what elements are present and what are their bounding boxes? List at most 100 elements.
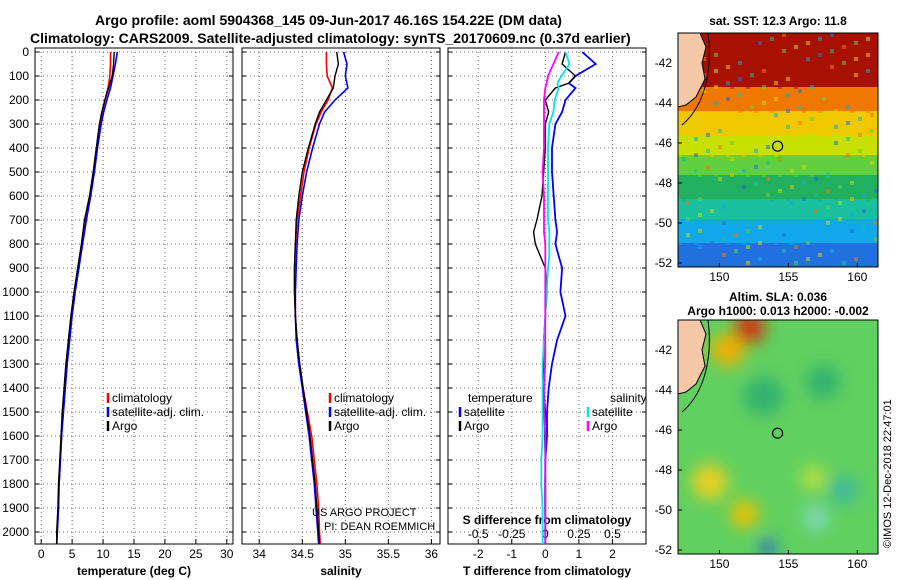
sst-pixel: [766, 161, 770, 165]
sst-pixel: [758, 81, 762, 85]
sst-pixel: [774, 225, 778, 229]
sst-pixel: [790, 201, 794, 205]
sst-pixel: [750, 105, 754, 109]
sst-pixel: [874, 237, 878, 241]
y-tick-label: 1200: [2, 333, 29, 347]
sst-pixel: [858, 45, 862, 49]
sst-pixel: [786, 77, 790, 81]
sst-pixel: [802, 37, 806, 41]
sst-pixel: [770, 37, 774, 41]
sst-pixel: [806, 97, 810, 101]
map-lon-tick-label: 155: [778, 557, 798, 571]
sst-pixel: [698, 245, 702, 249]
sst-pixel: [822, 257, 826, 261]
sst-pixel: [798, 89, 802, 93]
sst-pixel: [858, 133, 862, 137]
series-line-satellite-adj--clim-: [294, 51, 349, 544]
map-lat-tick-label: -46: [655, 423, 673, 437]
sst-pixel: [818, 213, 822, 217]
sst-pixel: [830, 137, 834, 141]
sst-pixel: [714, 229, 718, 233]
sst-pixel: [706, 253, 710, 257]
sst-pixel: [766, 193, 770, 197]
sst-map-title: sat. SST: 12.3 Argo: 11.8: [709, 14, 847, 28]
sst-pixel: [778, 157, 782, 161]
sst-pixel: [818, 109, 822, 113]
sst-pixel: [774, 153, 778, 157]
sst-pixel: [850, 181, 854, 185]
sst-pixel: [718, 145, 722, 149]
sst-pixel: [782, 89, 786, 93]
sst-pixel: [754, 253, 758, 257]
x-tick-label: 0: [542, 547, 549, 561]
sla-map-title: Altim. SLA: 0.036: [729, 290, 827, 304]
sst-pixel: [770, 77, 774, 81]
sst-pixel: [750, 233, 754, 237]
x-tick-label: 30: [220, 547, 234, 561]
sst-pixel: [806, 57, 810, 61]
sst-pixel: [698, 141, 702, 145]
sst-pixel: [822, 57, 826, 61]
y-tick-label: 300: [9, 117, 29, 131]
map-lat-tick-label: -42: [655, 56, 673, 70]
sst-pixel: [810, 101, 814, 105]
sst-pixel: [806, 129, 810, 133]
x-axis-label: T difference from climatology: [463, 564, 631, 578]
sst-pixel: [766, 145, 770, 149]
sst-color-band: [678, 199, 878, 220]
sst-pixel: [870, 41, 874, 45]
sst-pixel: [790, 185, 794, 189]
sst-pixel: [838, 201, 842, 205]
sst-pixel: [678, 121, 682, 125]
sst-pixel: [774, 257, 778, 261]
sst-pixel: [754, 181, 758, 185]
sst-pixel: [714, 53, 718, 57]
sst-pixel: [846, 65, 850, 69]
sst-pixel: [870, 145, 874, 149]
sst-pixel: [850, 229, 854, 233]
sst-pixel: [742, 241, 746, 245]
sst-pixel: [778, 245, 782, 249]
sst-pixel: [818, 197, 822, 201]
sst-pixel: [706, 149, 710, 153]
sst-pixel: [794, 157, 798, 161]
sst-pixel: [758, 241, 762, 245]
sst-pixel: [690, 165, 694, 169]
sst-pixel: [750, 217, 754, 221]
sst-pixel: [694, 209, 698, 213]
sst-pixel: [698, 125, 702, 129]
sst-pixel: [710, 97, 714, 101]
sst-pixel: [718, 89, 722, 93]
sst-pixel: [702, 57, 706, 61]
sst-pixel: [790, 241, 794, 245]
sst-pixel: [754, 221, 758, 225]
sst-pixel: [798, 249, 802, 253]
sst-pixel: [838, 257, 842, 261]
sla-anomaly: [734, 320, 765, 344]
sst-pixel: [806, 241, 810, 245]
sst-pixel: [806, 169, 810, 173]
sst-pixel: [726, 65, 730, 69]
sst-pixel: [794, 133, 798, 137]
sst-pixel: [810, 261, 814, 265]
sst-pixel: [742, 225, 746, 229]
sst-pixel: [718, 177, 722, 181]
sst-pixel: [714, 213, 718, 217]
sst-pixel: [866, 53, 870, 57]
y-tick-label: 1500: [2, 405, 29, 419]
sst-pixel: [786, 125, 790, 129]
map-lat-tick-label: -50: [655, 216, 673, 230]
sst-pixel: [730, 157, 734, 161]
sst-pixel: [826, 245, 830, 249]
sst-pixel: [746, 229, 750, 233]
y-tick-label: 1300: [2, 357, 29, 371]
sst-pixel: [786, 197, 790, 201]
sst-pixel: [846, 153, 850, 157]
sst-pixel: [770, 237, 774, 241]
sst-pixel: [694, 169, 698, 173]
map-lat-tick-label: -48: [655, 463, 673, 477]
sst-pixel: [750, 145, 754, 149]
sst-pixel: [846, 33, 850, 37]
sst-pixel: [686, 233, 690, 237]
sst-map-panel: sat. SST: 12.3 Argo: 11.8 150 155 160 -42 -44…: [655, 14, 879, 284]
